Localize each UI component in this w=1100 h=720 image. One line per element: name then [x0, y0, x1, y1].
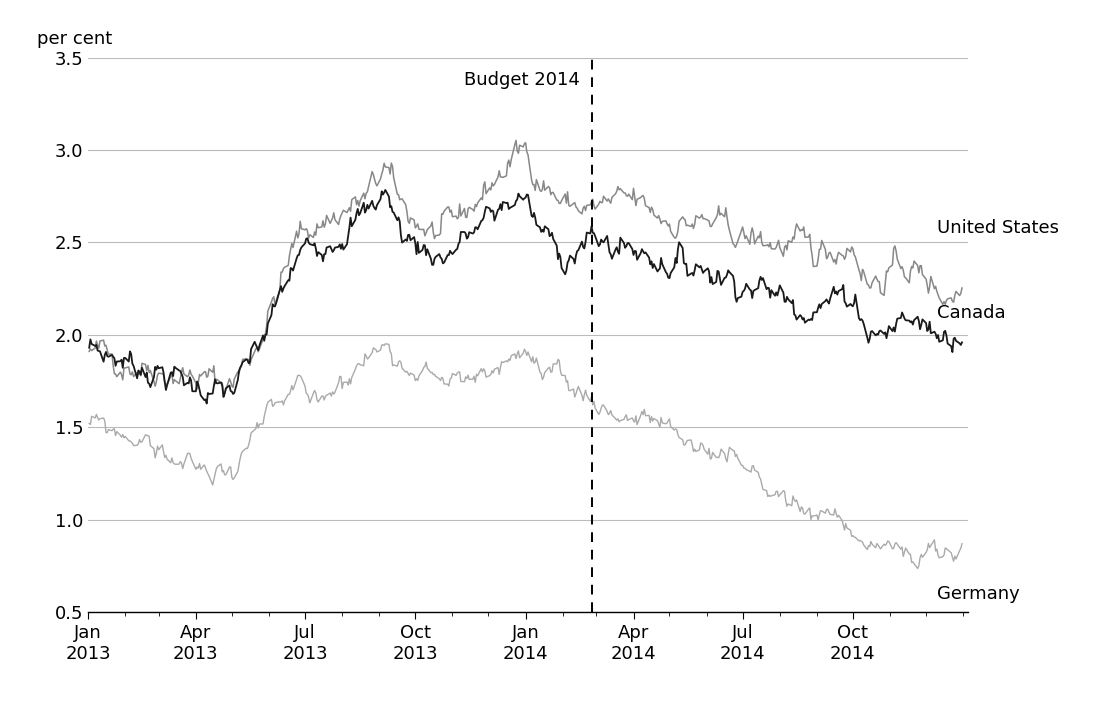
- Text: per cent: per cent: [37, 30, 112, 48]
- Text: Germany: Germany: [937, 585, 1020, 603]
- Text: Budget 2014: Budget 2014: [464, 71, 580, 89]
- Text: United States: United States: [937, 219, 1059, 237]
- Text: Canada: Canada: [937, 304, 1005, 322]
